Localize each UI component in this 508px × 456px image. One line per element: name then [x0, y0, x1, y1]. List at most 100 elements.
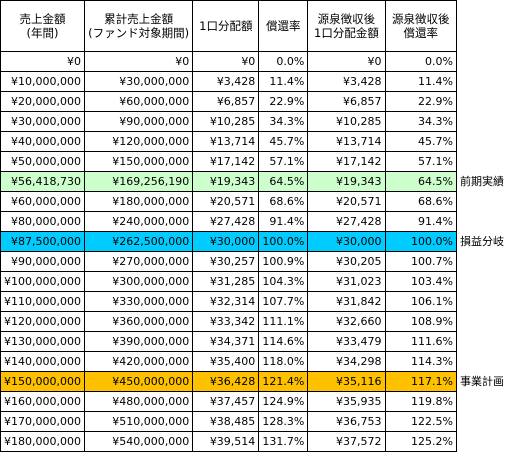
table-cell: 0.0%	[258, 51, 309, 72]
table-cell: 45.7%	[258, 131, 309, 152]
table-cell: 118.0%	[258, 351, 309, 372]
table-cell: 0.0%	[384, 51, 457, 72]
table-cell: 106.1%	[384, 291, 457, 312]
table-cell: 114.6%	[258, 331, 309, 352]
table-cell: 45.7%	[384, 131, 457, 152]
table-cell: ¥10,285	[192, 111, 260, 132]
table-cell: ¥36,753	[307, 411, 386, 432]
row-note: 事業計画	[459, 375, 504, 388]
table-cell: 100.7%	[384, 251, 457, 272]
table-cell: 121.4%	[258, 371, 309, 392]
table-cell: ¥30,257	[192, 251, 260, 272]
row-note	[456, 352, 507, 372]
table-cell: ¥10,285	[307, 111, 386, 132]
table-cell: ¥60,000,000	[83, 91, 194, 112]
note-column-header	[456, 1, 507, 52]
table-cell: ¥110,000,000	[0, 291, 85, 312]
table-cell: 22.9%	[258, 91, 309, 112]
table-cell: ¥480,000,000	[83, 391, 194, 412]
table-row: ¥50,000,000 ¥150,000,000 ¥17,142 57.1% ¥17,1…	[0, 151, 508, 172]
table-row: ¥110,000,000 ¥330,000,000 ¥32,314 107.7% ¥31…	[0, 291, 508, 312]
row-note	[456, 112, 507, 132]
table-cell: ¥120,000,000	[83, 131, 194, 152]
table-cell: 108.9%	[384, 311, 457, 332]
row-note: 前期実績	[459, 175, 504, 188]
table-cell: ¥38,485	[192, 411, 260, 432]
table-row: ¥100,000,000 ¥300,000,000 ¥31,285 104.3% ¥31…	[0, 271, 508, 292]
table-row: ¥0 ¥0 ¥0 0.0% ¥0 0.0%	[0, 51, 508, 72]
row-note	[456, 152, 507, 172]
table-cell: 104.3%	[258, 271, 309, 292]
table-cell: ¥33,479	[307, 331, 386, 352]
table-cell: ¥100,000,000	[0, 271, 85, 292]
table-cell: ¥169,256,190	[83, 171, 194, 192]
row-note	[456, 52, 507, 72]
table-cell: ¥240,000,000	[83, 211, 194, 232]
row-note	[456, 132, 507, 152]
table-cell: ¥120,000,000	[0, 311, 85, 332]
table-cell: 124.9%	[258, 391, 309, 412]
table-cell: ¥13,714	[307, 131, 386, 152]
column-header: 売上金額 (年間)	[0, 0, 85, 52]
row-note	[456, 312, 507, 332]
row-note	[456, 272, 507, 292]
table-cell: 128.3%	[258, 411, 309, 432]
table-cell: ¥80,000,000	[0, 211, 85, 232]
table-cell: ¥31,842	[307, 291, 386, 312]
table-cell: ¥35,116	[307, 371, 386, 392]
table-cell: ¥3,428	[307, 71, 386, 92]
column-header: 源泉徴収後 償還率	[384, 0, 457, 52]
table-cell: ¥6,857	[192, 91, 260, 112]
table-row: ¥87,500,000 ¥262,500,000 ¥30,000 100.0% ¥30,…	[0, 231, 508, 252]
table-row: ¥180,000,000 ¥540,000,000 ¥39,514 131.7% ¥37…	[0, 431, 508, 452]
column-header: 1口分配額	[192, 0, 260, 52]
table-row: ¥30,000,000 ¥90,000,000 ¥10,285 34.3% ¥10,28…	[0, 111, 508, 132]
table-cell: 119.8%	[384, 391, 457, 412]
table-cell: ¥180,000,000	[0, 431, 85, 452]
table-cell: 64.5%	[258, 171, 309, 192]
table-cell: ¥270,000,000	[83, 251, 194, 272]
table-cell: ¥32,314	[192, 291, 260, 312]
table-cell: ¥510,000,000	[83, 411, 194, 432]
table-cell: ¥50,000,000	[0, 151, 85, 172]
table-row: ¥56,418,730 ¥169,256,190 ¥19,343 64.5% ¥19,3…	[0, 171, 508, 192]
row-note	[456, 432, 507, 452]
column-header: 償還率	[258, 0, 309, 52]
table-cell: ¥420,000,000	[83, 351, 194, 372]
table-cell: 64.5%	[384, 171, 457, 192]
table-cell: 122.5%	[384, 411, 457, 432]
table-cell: ¥27,428	[192, 211, 260, 232]
table-cell: 91.4%	[384, 211, 457, 232]
table-cell: 111.6%	[384, 331, 457, 352]
table-cell: ¥30,000	[192, 231, 260, 252]
table-cell: ¥300,000,000	[83, 271, 194, 292]
table-cell: 114.3%	[384, 351, 457, 372]
table-cell: 68.6%	[384, 191, 457, 212]
table-cell: ¥20,571	[192, 191, 260, 212]
table-cell: 11.4%	[384, 71, 457, 92]
table-cell: 34.3%	[384, 111, 457, 132]
table-cell: 117.1%	[384, 371, 457, 392]
table-cell: ¥37,572	[307, 431, 386, 452]
column-header: 源泉徴収後 1口分配金額	[307, 0, 386, 52]
table-row: ¥130,000,000 ¥390,000,000 ¥34,371 114.6% ¥33…	[0, 331, 508, 352]
row-note	[456, 212, 507, 232]
table-cell: ¥35,935	[307, 391, 386, 412]
table-cell: ¥13,714	[192, 131, 260, 152]
table-cell: 57.1%	[258, 151, 309, 172]
table-cell: ¥37,457	[192, 391, 260, 412]
row-note	[456, 292, 507, 312]
table-row: ¥40,000,000 ¥120,000,000 ¥13,714 45.7% ¥13,7…	[0, 131, 508, 152]
table-cell: ¥3,428	[192, 71, 260, 92]
table-cell: ¥40,000,000	[0, 131, 85, 152]
table-cell: ¥170,000,000	[0, 411, 85, 432]
table-row: ¥80,000,000 ¥240,000,000 ¥27,428 91.4% ¥27,4…	[0, 211, 508, 232]
header-row: 売上金額 (年間) 累計売上金額 (ファンド対象期間) 1口分配額 償還率 源泉徴収後 …	[0, 0, 508, 52]
table-cell: ¥35,400	[192, 351, 260, 372]
row-note	[456, 192, 507, 212]
table-cell: ¥34,298	[307, 351, 386, 372]
table-cell: 11.4%	[258, 71, 309, 92]
table-cell: ¥20,000,000	[0, 91, 85, 112]
table-cell: ¥30,205	[307, 251, 386, 272]
